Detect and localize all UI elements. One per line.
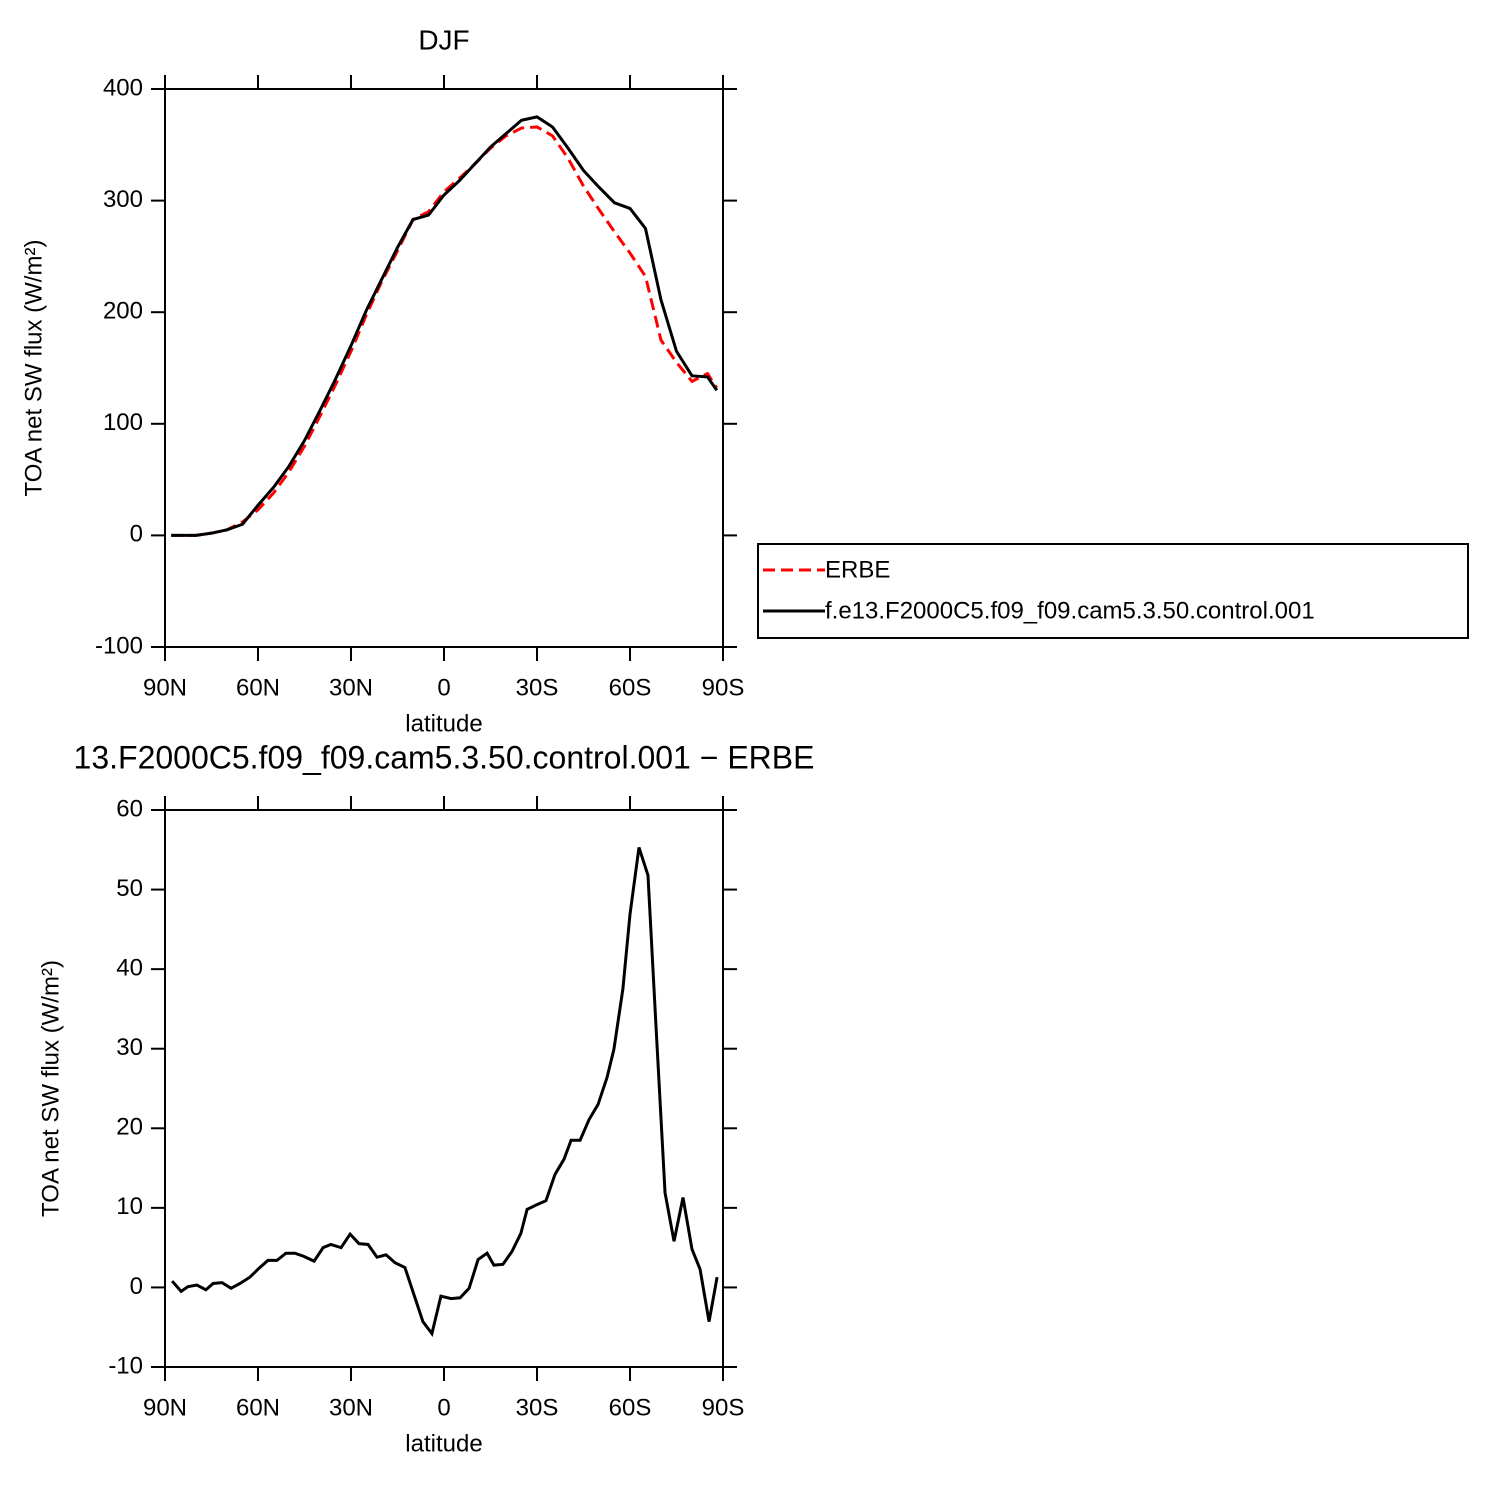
x-tick-label: 30S — [516, 1394, 559, 1421]
x-tick-label: 60S — [609, 1394, 652, 1421]
y-tick-label: 0 — [130, 521, 143, 548]
y-axis-label: TOA net SW flux (W/m²) — [37, 960, 64, 1217]
x-tick-label: 60N — [236, 674, 280, 701]
y-tick-label: 100 — [103, 409, 143, 436]
legend-label: f.e13.F2000C5.f09_f09.cam5.3.50.control.… — [825, 597, 1315, 624]
x-tick-label: 60S — [609, 674, 652, 701]
legend-label: ERBE — [825, 556, 890, 583]
x-tick-label: 30N — [329, 674, 373, 701]
x-tick-label: 0 — [437, 1394, 450, 1421]
chart-title: 13.F2000C5.f09_f09.cam5.3.50.control.001… — [74, 739, 815, 775]
x-tick-label: 90N — [143, 1394, 187, 1421]
y-tick-label: 0 — [130, 1273, 143, 1300]
plot-frame — [164, 809, 724, 1368]
y-tick-label: 60 — [116, 795, 143, 822]
y-tick-label: 400 — [103, 74, 143, 101]
data-line — [171, 125, 719, 537]
x-tick-label: 90S — [702, 674, 745, 701]
plot-frame — [164, 88, 724, 648]
y-tick-label: -100 — [95, 632, 143, 659]
y-tick-label: 50 — [116, 875, 143, 902]
y-tick-label: 10 — [116, 1193, 143, 1220]
x-axis-label: latitude — [405, 710, 482, 737]
x-tick-label: 0 — [437, 674, 450, 701]
x-tick-label: 30N — [329, 1394, 373, 1421]
y-tick-label: 40 — [116, 954, 143, 981]
y-tick-label: -10 — [108, 1352, 143, 1379]
x-tick-label: 90N — [143, 674, 187, 701]
x-tick-label: 30S — [516, 674, 559, 701]
data-line — [171, 115, 719, 537]
y-axis-label: TOA net SW flux (W/m²) — [20, 240, 47, 497]
chart-title: DJF — [418, 24, 469, 55]
data-line — [170, 846, 719, 1338]
legend-box — [757, 543, 1469, 639]
y-tick-label: 300 — [103, 186, 143, 213]
x-tick-label: 60N — [236, 1394, 280, 1421]
y-tick-label: 30 — [116, 1034, 143, 1061]
x-axis-label: latitude — [405, 1430, 482, 1457]
y-tick-label: 20 — [116, 1114, 143, 1141]
x-tick-label: 90S — [702, 1394, 745, 1421]
y-tick-label: 200 — [103, 298, 143, 325]
